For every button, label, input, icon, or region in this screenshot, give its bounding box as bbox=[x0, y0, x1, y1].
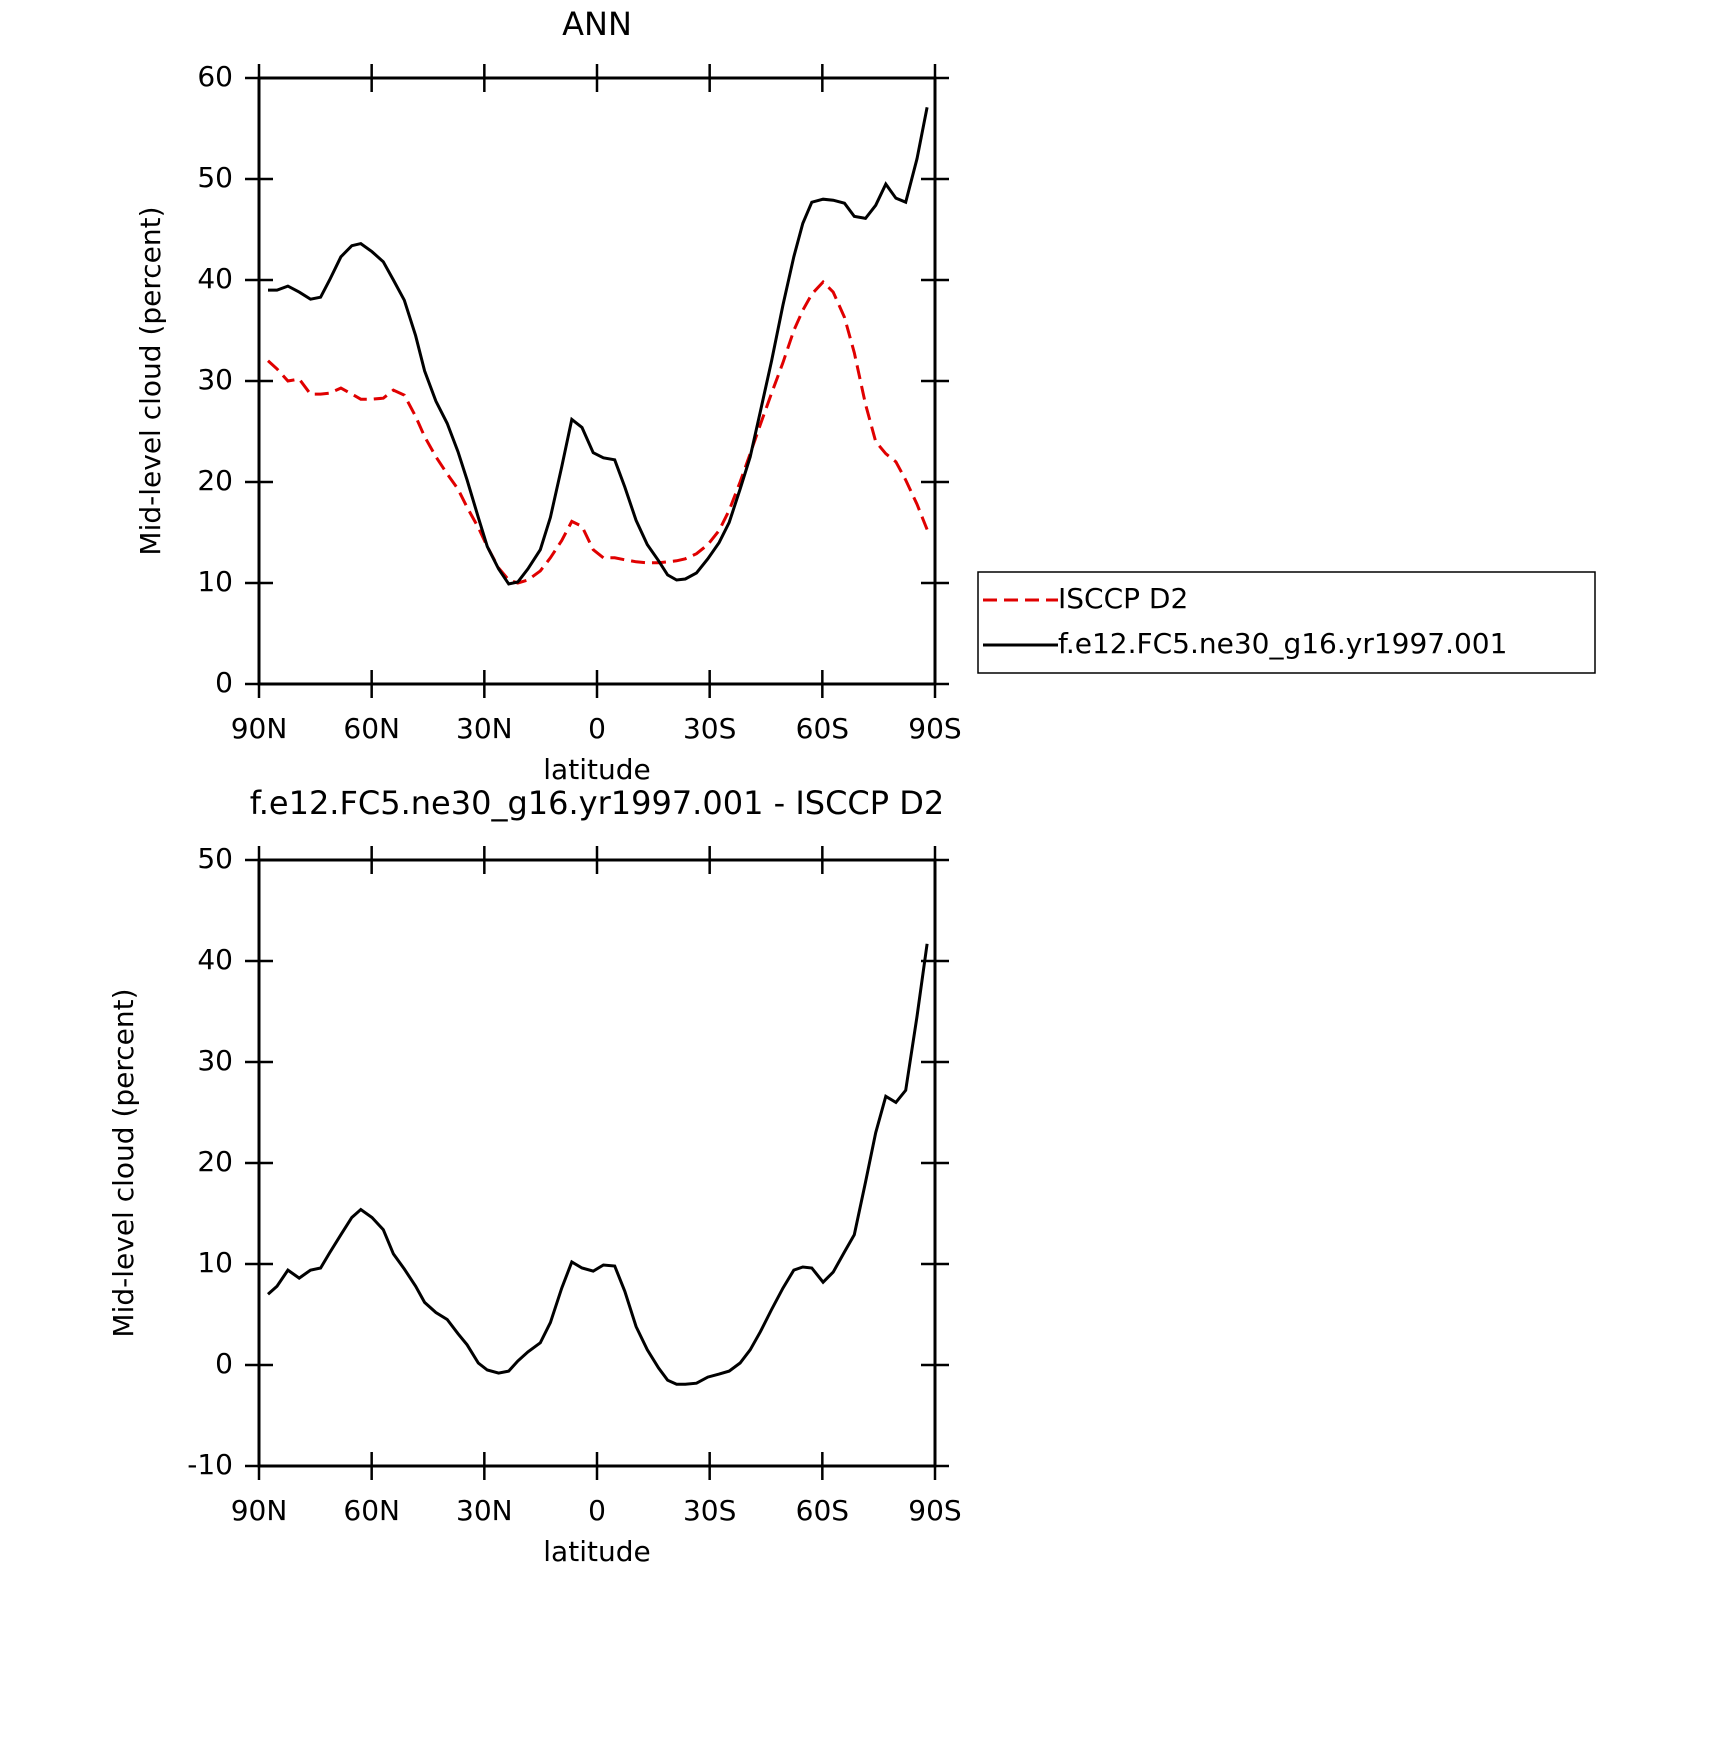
y-tick-label: 30 bbox=[197, 363, 233, 396]
chart-title: ANN bbox=[562, 5, 632, 43]
y-tick-label: 20 bbox=[197, 1145, 233, 1178]
data-line bbox=[268, 107, 929, 586]
x-tick-label: 90S bbox=[908, 712, 961, 745]
y-axis-label: Mid-level cloud (percent) bbox=[107, 988, 140, 1337]
x-tick-label: 60S bbox=[796, 1494, 849, 1527]
y-tick-label: 10 bbox=[197, 1246, 233, 1279]
x-tick-label: 60N bbox=[343, 712, 400, 745]
x-tick-label: 60S bbox=[796, 712, 849, 745]
y-tick-label: 30 bbox=[197, 1044, 233, 1077]
y-tick-label: 0 bbox=[215, 1347, 233, 1380]
plot-frame bbox=[257, 858, 937, 1468]
x-tick-label: 30N bbox=[456, 712, 513, 745]
x-axis-label: latitude bbox=[543, 1535, 650, 1568]
x-tick-label: 60N bbox=[343, 1494, 400, 1527]
y-tick-label: 20 bbox=[197, 464, 233, 497]
x-tick-label: 0 bbox=[588, 712, 606, 745]
chart-title: f.e12.FC5.ne30_g16.yr1997.001 - ISCCP D2 bbox=[250, 784, 944, 822]
y-tick-label: -10 bbox=[187, 1448, 233, 1481]
legend-label: ISCCP D2 bbox=[1058, 582, 1188, 615]
y-tick-label: 10 bbox=[197, 565, 233, 598]
legend-label: f.e12.FC5.ne30_g16.yr1997.001 bbox=[1058, 627, 1507, 660]
x-tick-label: 90N bbox=[231, 1494, 288, 1527]
y-tick-label: 0 bbox=[215, 666, 233, 699]
y-tick-label: 50 bbox=[197, 161, 233, 194]
x-tick-label: 30N bbox=[456, 1494, 513, 1527]
x-tick-label: 30S bbox=[683, 712, 736, 745]
legend-box bbox=[977, 571, 1596, 674]
x-axis-label: latitude bbox=[543, 753, 650, 786]
x-tick-label: 90N bbox=[231, 712, 288, 745]
y-tick-label: 40 bbox=[197, 262, 233, 295]
y-axis-label: Mid-level cloud (percent) bbox=[134, 206, 167, 555]
y-tick-label: 60 bbox=[197, 60, 233, 93]
y-tick-label: 50 bbox=[197, 842, 233, 875]
plot-frame bbox=[257, 76, 937, 686]
x-tick-label: 90S bbox=[908, 1494, 961, 1527]
x-tick-label: 30S bbox=[683, 1494, 736, 1527]
data-line bbox=[266, 943, 929, 1386]
y-tick-label: 40 bbox=[197, 943, 233, 976]
data-line bbox=[266, 279, 929, 585]
x-tick-label: 0 bbox=[588, 1494, 606, 1527]
